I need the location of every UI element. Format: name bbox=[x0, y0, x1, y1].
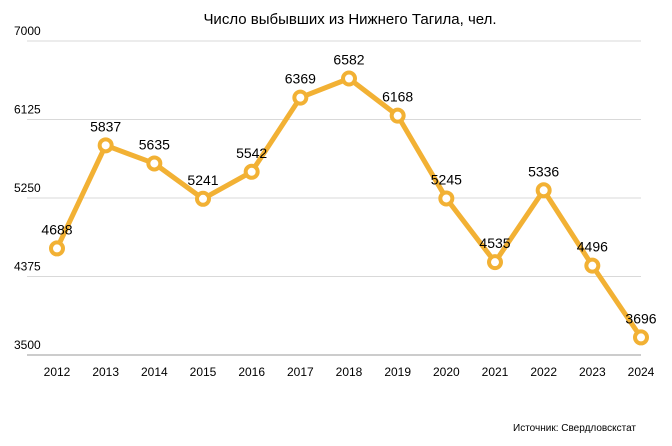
y-tick-label: 6125 bbox=[14, 103, 41, 117]
data-point bbox=[146, 155, 163, 172]
data-point bbox=[389, 107, 406, 124]
y-tick-label: 5250 bbox=[14, 181, 41, 195]
data-point bbox=[633, 329, 649, 346]
y-tick-label: 7000 bbox=[14, 24, 41, 38]
data-point bbox=[292, 89, 309, 106]
x-tick-label: 2021 bbox=[482, 365, 509, 379]
data-point bbox=[341, 70, 357, 87]
x-tick-label: 2017 bbox=[287, 365, 314, 379]
x-tick-label: 2016 bbox=[238, 365, 265, 379]
y-axis: 3500 4375 5250 6125 7000 bbox=[14, 24, 41, 352]
data-label: 5241 bbox=[187, 172, 218, 188]
x-tick-label: 2023 bbox=[579, 365, 606, 379]
data-label: 5635 bbox=[139, 136, 170, 152]
data-label: 6168 bbox=[382, 89, 413, 105]
data-label: 3696 bbox=[625, 310, 656, 326]
x-tick-label: 2012 bbox=[44, 365, 71, 379]
chart-title: Число выбывших из Нижнего Тагила, чел. bbox=[203, 11, 496, 28]
data-point bbox=[243, 163, 260, 180]
data-label: 5837 bbox=[90, 118, 121, 134]
series-line bbox=[54, 76, 644, 340]
data-label: 5245 bbox=[431, 171, 462, 187]
data-point bbox=[438, 190, 455, 207]
series-group bbox=[49, 70, 649, 346]
data-label: 4688 bbox=[41, 221, 72, 237]
data-label: 5336 bbox=[528, 163, 559, 179]
data-labels: 4688 5837 5635 5241 5542 6369 6582 6168 5245 4535… bbox=[41, 52, 656, 327]
gridlines bbox=[27, 40, 641, 356]
data-label: 6369 bbox=[285, 71, 316, 87]
data-label: 5542 bbox=[236, 145, 267, 161]
x-tick-label: 2018 bbox=[336, 365, 363, 379]
x-tick-label: 2022 bbox=[530, 365, 557, 379]
data-point bbox=[49, 240, 65, 257]
data-label: 6582 bbox=[333, 52, 364, 68]
data-label: 4496 bbox=[577, 239, 608, 255]
data-point bbox=[97, 137, 114, 154]
x-tick-label: 2013 bbox=[92, 365, 119, 379]
x-tick-label: 2024 bbox=[628, 365, 655, 379]
data-point bbox=[195, 190, 211, 207]
data-point bbox=[487, 254, 503, 271]
source-note: Источник: Свердловскстат bbox=[513, 423, 636, 434]
y-tick-label: 3500 bbox=[14, 338, 41, 352]
x-tick-label: 2020 bbox=[433, 365, 460, 379]
x-tick-label: 2014 bbox=[141, 365, 168, 379]
data-label: 4535 bbox=[479, 235, 510, 251]
x-tick-label: 2019 bbox=[384, 365, 411, 379]
data-point bbox=[584, 257, 601, 274]
x-axis: 2012 2013 2014 2015 2016 2017 2018 2019 2020 2021… bbox=[44, 365, 655, 379]
x-tick-label: 2015 bbox=[190, 365, 217, 379]
y-tick-label: 4375 bbox=[14, 260, 41, 274]
data-point bbox=[535, 182, 552, 199]
